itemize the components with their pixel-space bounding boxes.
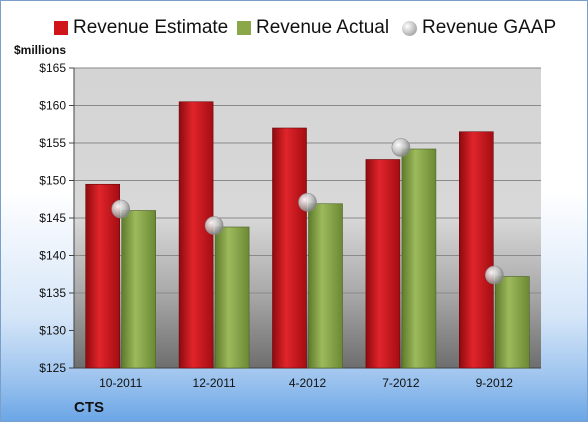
bar-chart: $125 $130 $135 $140 $145 $150 $155 $160 $165 10-2… xyxy=(39,61,541,390)
marker-revenue-gaap xyxy=(204,216,224,235)
y-axis-label: $millions xyxy=(14,43,67,57)
marker-revenue-gaap xyxy=(111,199,130,219)
y-tick-label: $160 xyxy=(39,99,66,113)
y-tick-label: $150 xyxy=(39,174,66,188)
y-tick-label: $155 xyxy=(39,136,66,150)
y-tick-label: $135 xyxy=(39,286,66,300)
x-tick-label: 10-2011 xyxy=(99,376,142,390)
x-tick-label: 7-2012 xyxy=(382,376,420,390)
bar-revenue-actual xyxy=(214,226,250,369)
bar-revenue-actual xyxy=(308,203,343,369)
ticker-label: CTS xyxy=(74,399,104,416)
bar-revenue-estimate xyxy=(178,101,214,369)
x-tick-label: 4-2012 xyxy=(289,376,327,390)
bar-revenue-estimate xyxy=(365,159,401,369)
y-tick-label: $165 xyxy=(39,61,66,75)
marker-revenue-gaap xyxy=(391,138,411,157)
legend-label-estimate: Revenue Estimate xyxy=(73,17,229,38)
legend-swatch-gaap xyxy=(402,21,417,36)
legend-swatch-estimate xyxy=(54,21,68,35)
bar-revenue-actual xyxy=(401,148,437,369)
bar-revenue-estimate xyxy=(272,127,307,369)
legend-swatch-actual xyxy=(237,21,251,35)
y-tick-label: $140 xyxy=(39,249,66,263)
y-tick-label: $130 xyxy=(39,324,66,338)
marker-revenue-gaap xyxy=(484,265,504,285)
x-tick-label: 12-2011 xyxy=(193,376,236,390)
y-tick-label: $145 xyxy=(39,211,66,225)
y-tick-label: $125 xyxy=(39,361,66,375)
marker-revenue-gaap xyxy=(298,192,317,212)
legend-label-gaap: Revenue GAAP xyxy=(422,17,557,38)
bar-revenue-estimate xyxy=(458,131,494,369)
x-tick-label: 9-2012 xyxy=(476,376,514,390)
bar-revenue-actual xyxy=(494,276,530,369)
bar-revenue-actual xyxy=(121,210,156,369)
legend-label-actual: Revenue Actual xyxy=(256,17,390,38)
